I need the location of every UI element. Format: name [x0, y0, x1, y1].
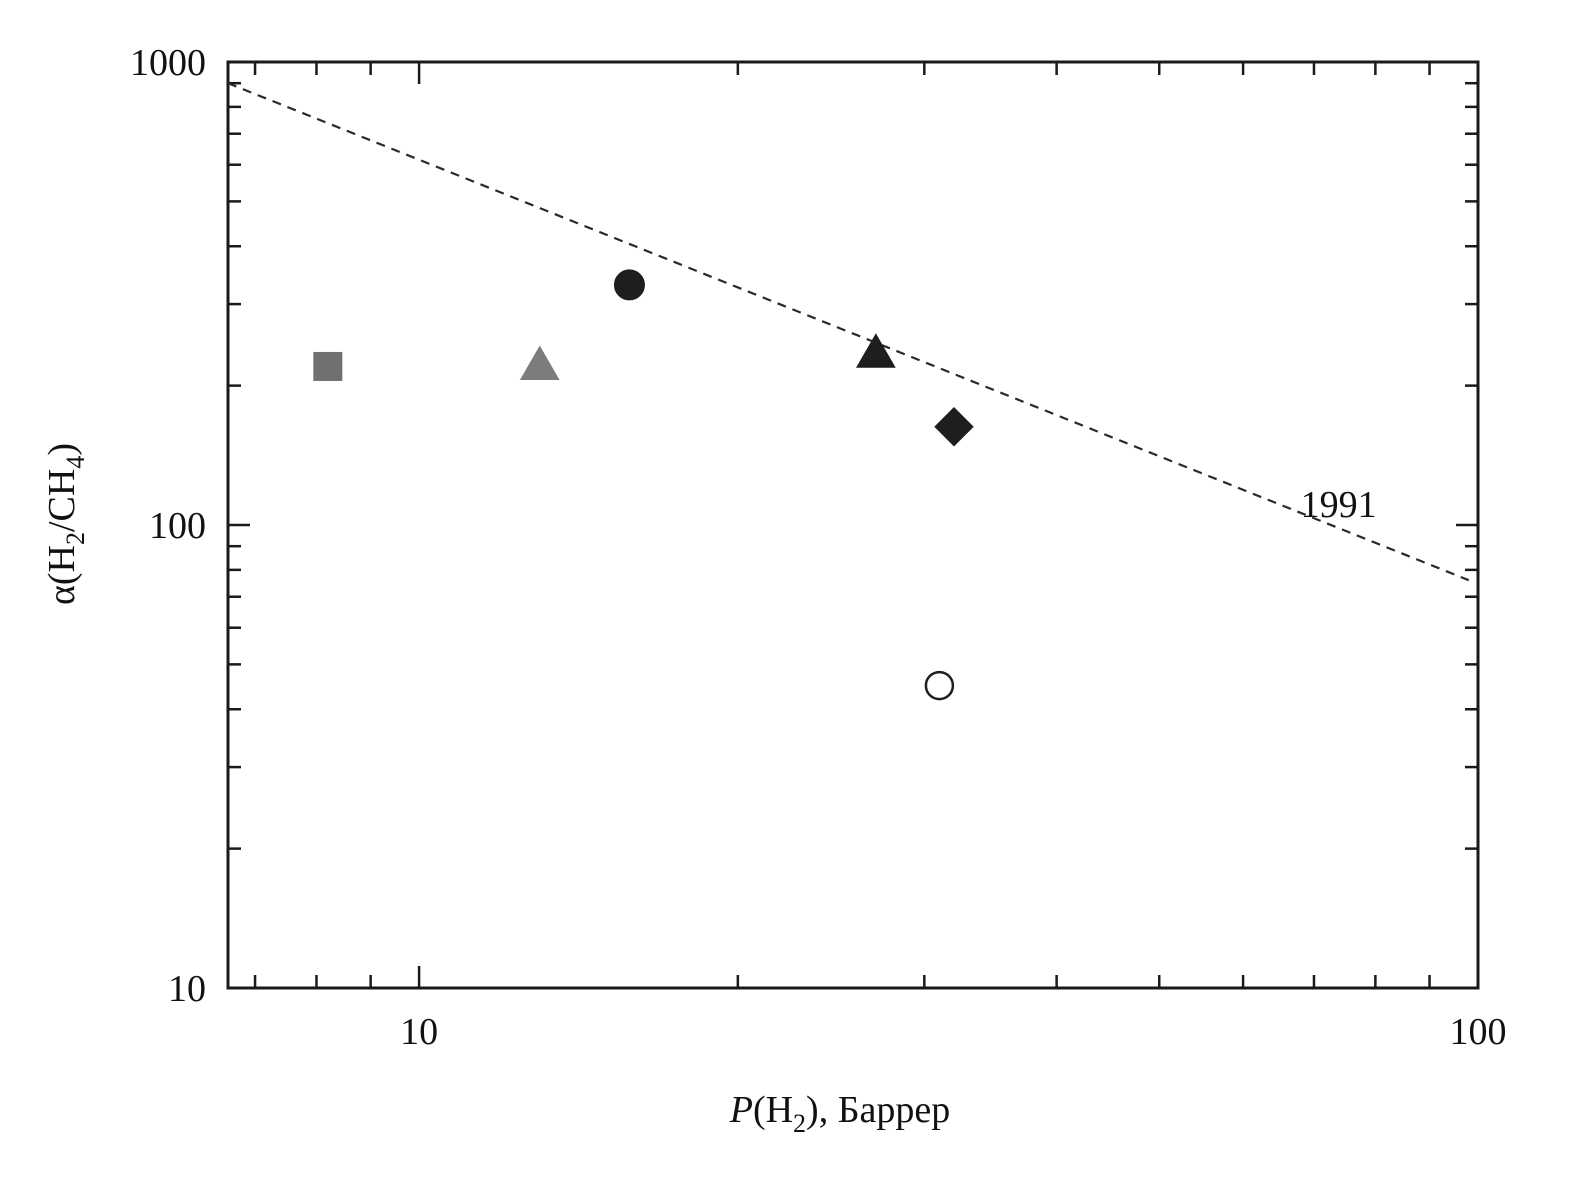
y-axis-title-a: α(H [41, 545, 83, 605]
y-tick-label: 100 [149, 505, 206, 547]
plot-layer [226, 60, 1480, 990]
y-axis-title-c: ) [41, 443, 83, 456]
x-axis-title: P(H2), Баррер [729, 1089, 951, 1138]
x-axis-title-sub: 2 [793, 1109, 806, 1138]
x-axis-title-close: ), Баррер [806, 1089, 950, 1131]
bound-line-label: 1991 [1301, 484, 1377, 526]
y-axis-title-sub2: 4 [61, 456, 90, 469]
open-circle-marker [924, 670, 955, 701]
y-tick-label: 1000 [130, 42, 206, 84]
plot-frame [226, 60, 1480, 990]
y-axis-title-sub1: 2 [61, 532, 90, 545]
circle-marker [613, 269, 645, 301]
data-markers [313, 269, 974, 701]
triangle-marker [519, 345, 560, 381]
y-axis-title: α(H2/CH4) [41, 443, 90, 605]
x-axis-title-italic: P [729, 1089, 753, 1131]
x-axis-title-open: (H [753, 1089, 793, 1131]
x-tick-label: 10 [400, 1011, 438, 1053]
x-tick-label: 100 [1450, 1011, 1507, 1053]
square-marker [313, 351, 343, 381]
triangle-marker [855, 333, 896, 368]
upper-bound-line [227, 82, 1470, 582]
y-axis-title-b: /CH [41, 469, 83, 532]
y-tick-label: 10 [168, 968, 206, 1010]
diamond-marker [934, 407, 974, 447]
